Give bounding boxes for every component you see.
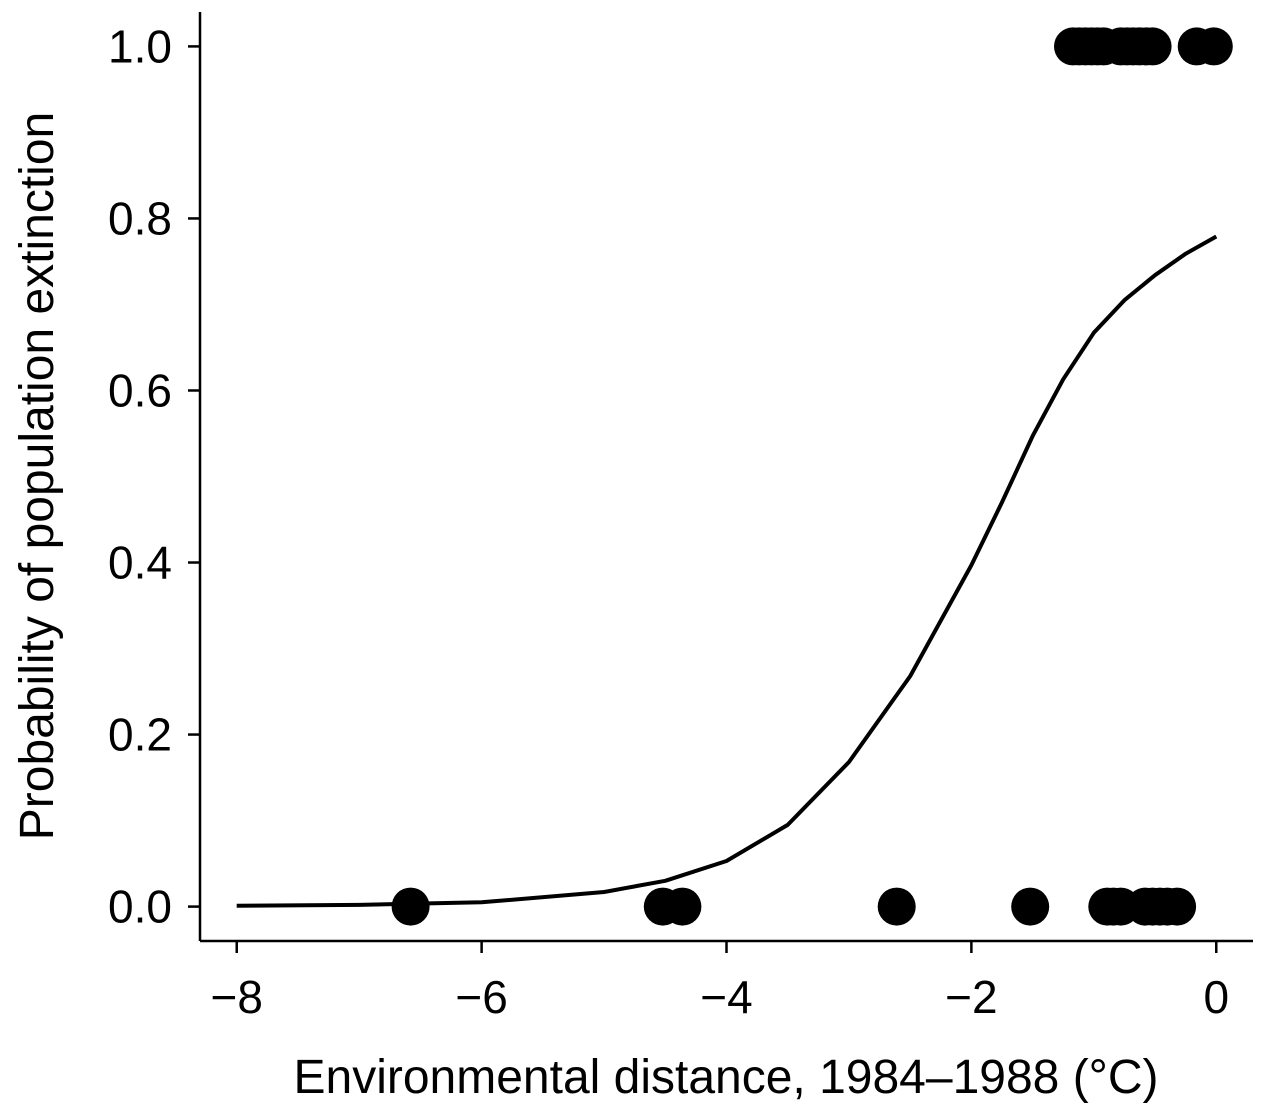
x-tick-label: −4 [700, 971, 752, 1023]
x-axis-title: Environmental distance, 1984–1988 (°C) [293, 1051, 1158, 1104]
y-tick-label: 0.8 [108, 192, 172, 244]
x-axis: −8 −6 −4 −2 0 [200, 939, 1253, 1023]
y-tick-label: 0.4 [108, 537, 172, 589]
fit-curve-group [236, 234, 1218, 908]
data-point [391, 887, 430, 926]
y-tick-label: 1.0 [108, 20, 172, 72]
x-tick-label: −2 [945, 971, 997, 1023]
fit-curve-line [236, 234, 1218, 908]
data-point [1133, 27, 1172, 66]
y-axis-title: Probability of population extinction [11, 112, 64, 840]
x-tick-label: −8 [211, 971, 263, 1023]
data-point [663, 887, 702, 926]
data-points-group [391, 27, 1233, 926]
x-tick-label: 0 [1203, 971, 1229, 1023]
data-point [1011, 887, 1050, 926]
data-point [1194, 27, 1233, 66]
y-tick-label: 0.0 [108, 881, 172, 933]
y-axis: 0.0 0.2 0.4 0.6 0.8 1.0 [108, 12, 202, 941]
data-point [877, 887, 916, 926]
x-tick-label: −6 [455, 971, 507, 1023]
y-tick-label: 0.6 [108, 364, 172, 416]
y-tick-label: 0.2 [108, 709, 172, 761]
data-point [1158, 887, 1197, 926]
